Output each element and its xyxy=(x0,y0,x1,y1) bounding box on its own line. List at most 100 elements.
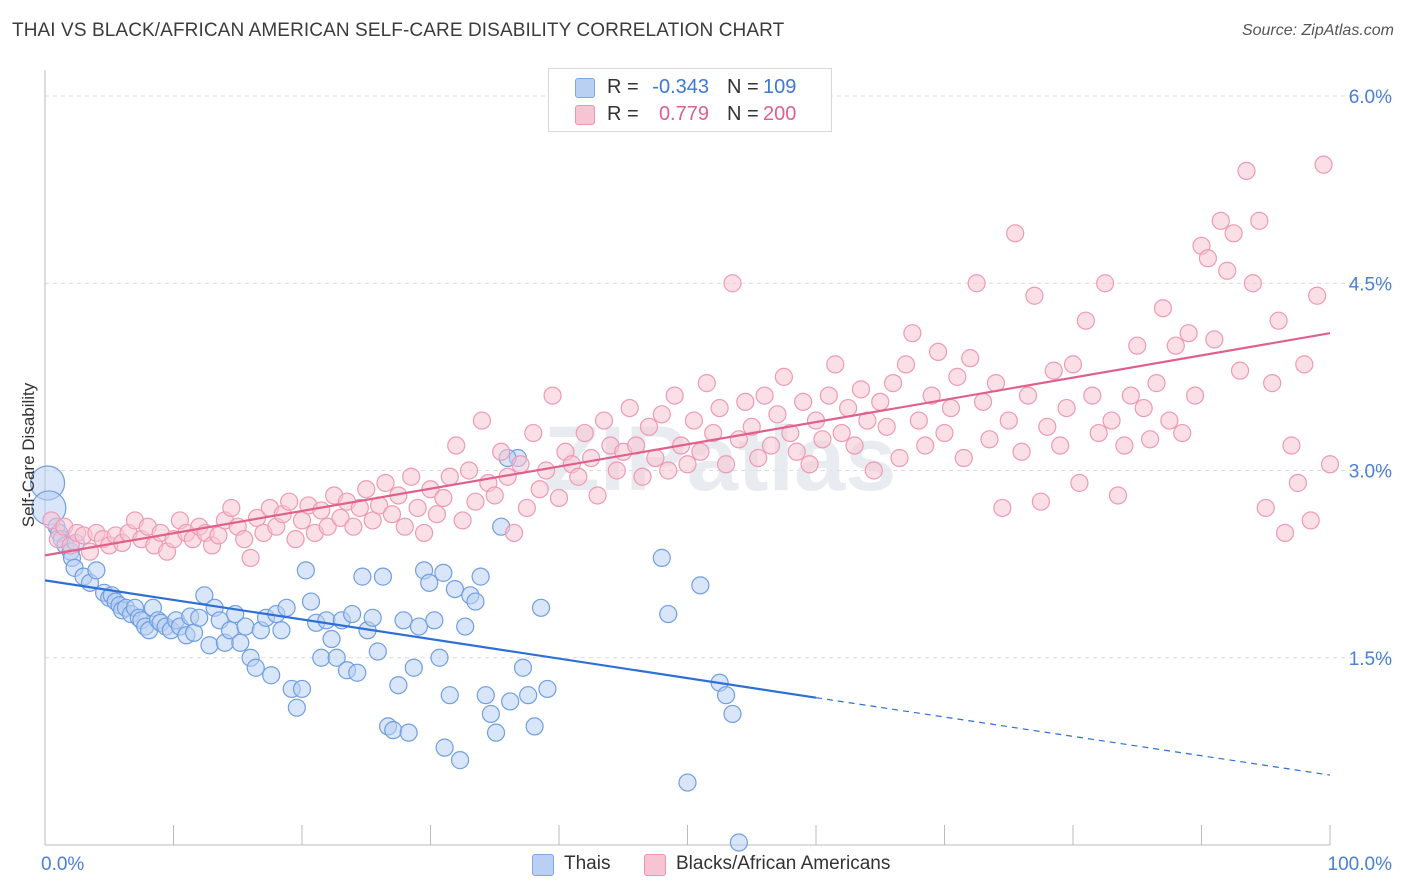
blacks-point xyxy=(1140,430,1160,449)
blacks-point xyxy=(1153,299,1173,318)
thais-point xyxy=(471,567,490,586)
thais-point xyxy=(652,548,671,567)
thais-point xyxy=(525,717,544,736)
blacks-point xyxy=(1314,155,1333,174)
legend-swatch-thais xyxy=(532,854,554,876)
blacks-point xyxy=(530,480,549,499)
thais-point xyxy=(691,576,710,595)
blacks-point xyxy=(447,436,466,455)
thais-point xyxy=(476,686,495,705)
blacks-trendline xyxy=(44,332,1331,557)
blacks-point xyxy=(434,488,453,508)
y-tick-label: 3.0% xyxy=(1349,462,1392,483)
blacks-point xyxy=(826,355,845,374)
blacks-point xyxy=(607,461,626,480)
thais-point xyxy=(409,617,429,636)
thais-point xyxy=(363,608,382,627)
thais-point xyxy=(481,704,500,724)
blacks-point xyxy=(312,501,331,520)
series-blacks xyxy=(42,155,1340,567)
n-label: N = xyxy=(727,103,759,125)
blacks-point xyxy=(1166,336,1185,355)
axes xyxy=(44,70,1331,846)
blacks-point xyxy=(1218,261,1237,280)
blacks-point xyxy=(241,548,260,567)
blacks-point xyxy=(466,492,485,511)
blacks-point xyxy=(569,467,588,486)
blacks-point xyxy=(582,448,601,468)
legend-label-thais: Thais xyxy=(564,853,611,874)
blacks-point xyxy=(768,405,787,424)
blacks-point xyxy=(948,367,967,386)
legend-row-blacks: R = 0.779 N = 200 xyxy=(549,100,831,128)
blacks-point xyxy=(819,386,838,405)
blacks-point xyxy=(382,505,402,524)
blacks-point xyxy=(1121,386,1140,405)
blacks-point xyxy=(1051,436,1070,455)
blacks-point xyxy=(1147,374,1166,393)
blacks-point xyxy=(440,467,459,486)
blacks-point xyxy=(941,398,961,418)
y-tick-labels: 1.5% 3.0% 4.5% 6.0% xyxy=(1349,87,1392,670)
blacks-point xyxy=(684,411,704,430)
blacks-point xyxy=(1102,411,1121,430)
blacks-point xyxy=(511,455,530,474)
blacks-point xyxy=(427,505,447,524)
thais-point xyxy=(317,611,336,630)
blacks-point xyxy=(1134,398,1153,418)
blacks-point xyxy=(1063,355,1083,374)
blacks-point xyxy=(222,498,241,518)
blacks-point xyxy=(980,430,999,449)
blacks-point xyxy=(331,508,350,528)
blacks-point xyxy=(678,455,697,474)
blacks-point xyxy=(864,461,883,480)
thais-point xyxy=(231,633,250,652)
blacks-point xyxy=(883,374,903,393)
blacks-point xyxy=(318,517,337,536)
blacks-point xyxy=(999,411,1018,430)
blacks-point xyxy=(1083,386,1102,405)
thais-point xyxy=(434,563,453,582)
blacks-point xyxy=(1205,330,1224,349)
blacks-point xyxy=(1288,473,1307,493)
blacks-point xyxy=(209,526,228,545)
blacks-point xyxy=(736,392,755,411)
n-value-thais: 109 xyxy=(763,76,797,98)
source-label: Source: ZipAtlas.com xyxy=(1241,22,1394,39)
blacks-point xyxy=(504,523,524,543)
blacks-point xyxy=(344,517,363,536)
blacks-point xyxy=(851,380,871,399)
blacks-point xyxy=(1018,386,1038,405)
thais-point xyxy=(729,833,749,852)
blacks-point xyxy=(723,274,742,293)
blacks-point xyxy=(993,498,1012,518)
x-tick-label: 0.0% xyxy=(41,854,84,875)
thais-point xyxy=(287,698,306,717)
thais-point xyxy=(723,704,742,724)
blacks-point xyxy=(1173,423,1192,443)
blacks-point xyxy=(1089,423,1108,443)
blacks-point xyxy=(890,448,909,468)
blacks-point xyxy=(659,461,678,480)
thais-point xyxy=(678,773,697,792)
blacks-point xyxy=(472,411,491,430)
thais-point xyxy=(312,648,331,667)
series-thais xyxy=(29,448,749,852)
thais-point xyxy=(501,692,520,711)
thais-point xyxy=(519,686,538,705)
y-tick-label: 1.5% xyxy=(1349,649,1392,670)
thais-point xyxy=(538,679,557,699)
blacks-point xyxy=(1237,161,1256,180)
y-tick-label: 6.0% xyxy=(1349,87,1392,108)
blacks-point xyxy=(697,374,716,393)
thais-point xyxy=(348,663,367,682)
thais-point xyxy=(301,592,321,611)
blacks-point xyxy=(716,455,736,474)
thais-point xyxy=(190,608,209,627)
thais-point xyxy=(272,621,291,640)
blacks-point xyxy=(575,423,594,443)
blacks-point xyxy=(794,392,813,411)
blacks-point xyxy=(1179,324,1198,343)
blacks-point xyxy=(543,386,562,405)
